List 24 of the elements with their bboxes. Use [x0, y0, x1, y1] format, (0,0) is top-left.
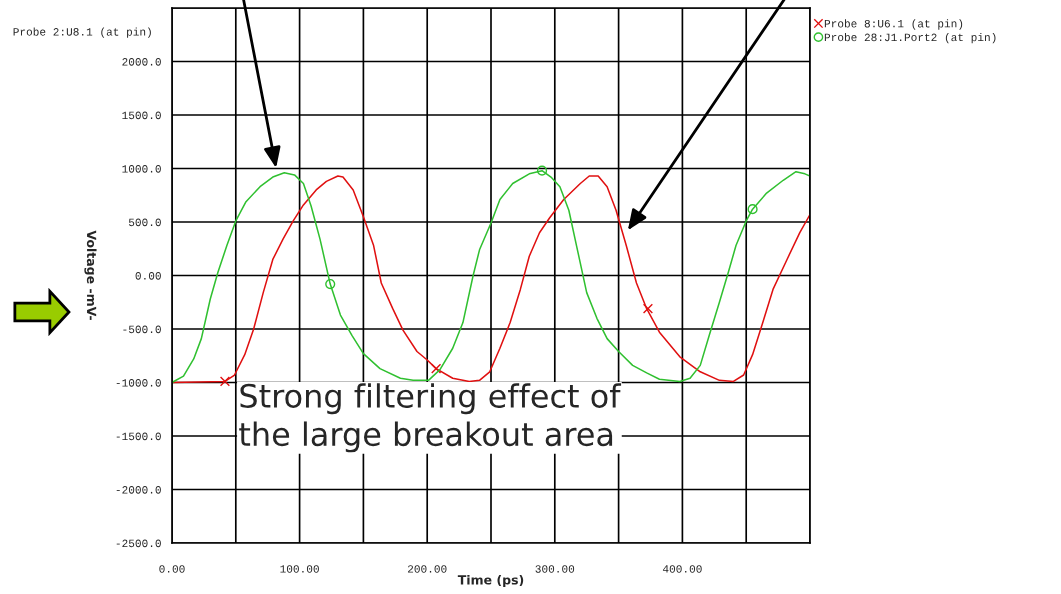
x-axis-title: Time (ps): [457, 574, 524, 587]
y-tick-label: 1500.0: [122, 111, 161, 120]
y-tick-label: 2000.0: [122, 58, 161, 66]
legend-label: Probe 8:U6.1 (at pin): [824, 19, 963, 30]
y-tick-label: 0.00: [135, 272, 161, 280]
x-tick-label: 100.00: [280, 565, 319, 573]
point: [642, 303, 654, 314]
y-tick-label: -1500.0: [116, 432, 161, 441]
x-tick-label: 400.00: [662, 565, 702, 573]
point: [219, 376, 231, 387]
y-tick-label: 1000.0: [122, 165, 161, 173]
y-tick-label: -2000.0: [116, 486, 161, 494]
y-tick-label: -2500.0: [116, 539, 161, 548]
x-tick-label: 0.00: [159, 565, 185, 573]
text: Probe 2:U8.1 (at pin): [13, 27, 151, 38]
y-axis-title: Voltage -mV-: [84, 230, 97, 320]
y-tick-label: 500.0: [128, 218, 161, 227]
point: [431, 363, 442, 374]
x-tick-label: 200.00: [407, 565, 447, 573]
y-tick-label: -500.0: [123, 325, 161, 334]
x-tick-label: 300.00: [535, 565, 575, 573]
annotation: Strong filtering effect of the large breakout area: [239, 383, 622, 453]
legend-label: Probe 28:J1.Port2 (at pin): [824, 32, 996, 44]
y-tick-label: -1000.0: [116, 379, 161, 387]
